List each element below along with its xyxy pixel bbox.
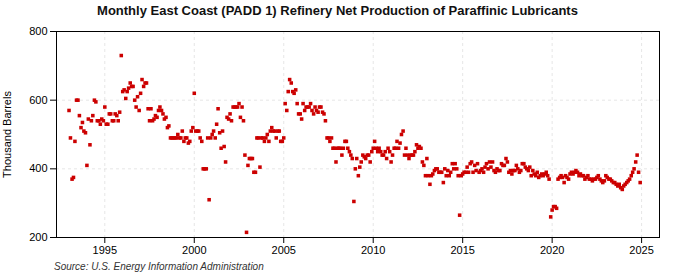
svg-text:200: 200	[29, 231, 47, 243]
svg-text:2005: 2005	[272, 244, 296, 256]
svg-text:2025: 2025	[629, 244, 653, 256]
svg-text:Thousand Barrels: Thousand Barrels	[1, 91, 13, 178]
svg-text:2015: 2015	[450, 244, 474, 256]
svg-text:600: 600	[29, 94, 47, 106]
svg-text:1995: 1995	[93, 244, 117, 256]
html-text:Monthly East Coast (PADD 1) Re: Monthly East Coast (PADD 1) Refinery Net…	[97, 3, 578, 18]
svg-text:800: 800	[29, 25, 47, 37]
svg-text:2000: 2000	[182, 244, 206, 256]
svg-text:400: 400	[29, 162, 47, 174]
html-text:Source: U.S. Energy Informatio: Source: U.S. Energy Information Administ…	[54, 261, 264, 272]
svg-text:2010: 2010	[361, 244, 385, 256]
svg-text:2020: 2020	[540, 244, 564, 256]
